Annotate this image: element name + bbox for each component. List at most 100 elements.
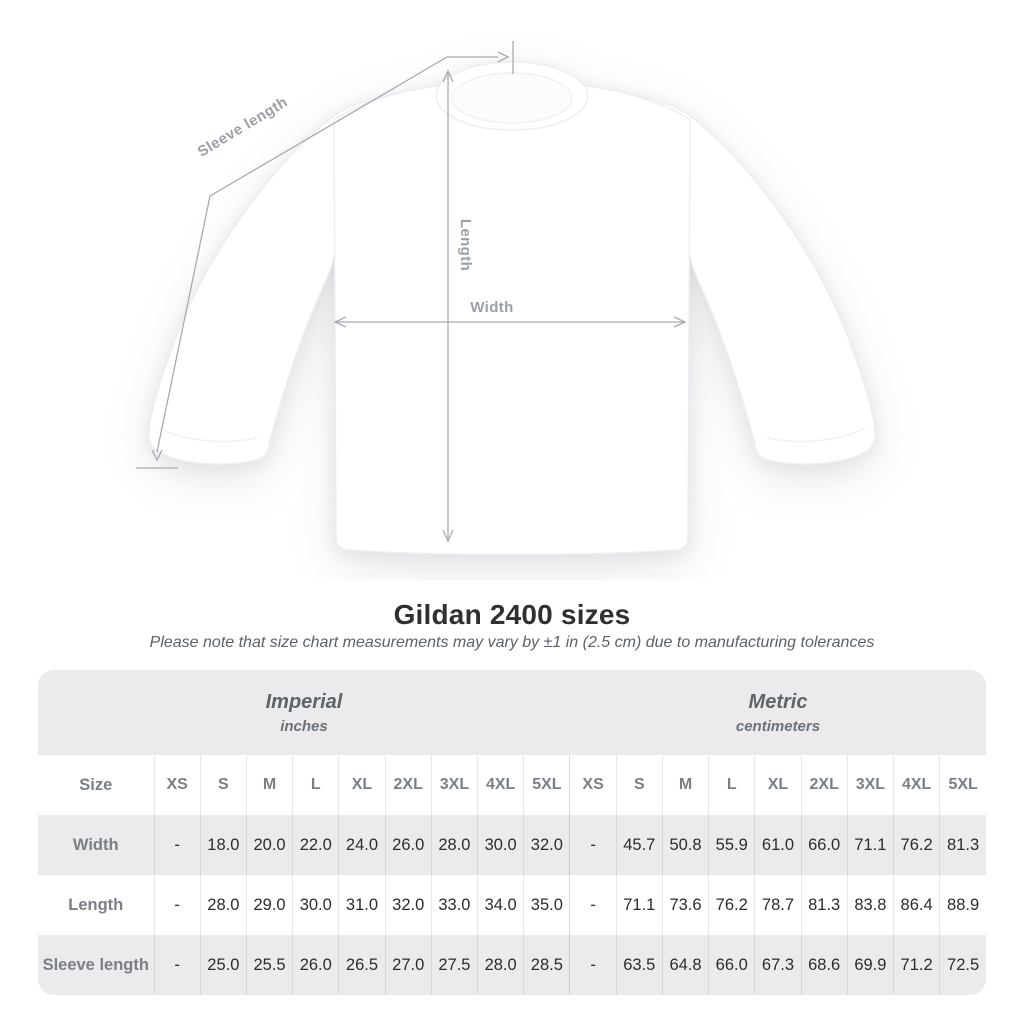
width-label: Width [470,299,514,316]
value-cell: 33.0 [430,875,478,935]
size-header-metric-3xl: 3XL [846,755,894,815]
size-chart-table: Imperial inches Metric centimeters Size … [38,670,986,995]
value-cell: 32.0 [384,875,432,935]
value-cell: 67.3 [754,935,802,995]
value-cell: - [153,875,201,935]
size-header-metric-4xl: 4XL [892,755,940,815]
size-header-imperial-l: L [292,755,339,815]
size-header-imperial-5xl: 5XL [523,755,570,815]
size-header-imperial-4xl: 4XL [477,755,524,815]
right-cuff-seam [765,427,866,443]
size-header-metric-s: S [615,755,663,815]
size-header-imperial-m: M [245,755,293,815]
row-label: Width [38,815,154,875]
imperial-unit-label: inches [280,718,328,735]
metric-label: Metric [748,691,808,713]
value-cell: 26.5 [338,935,386,995]
value-cell: 25.5 [245,935,293,995]
value-cell: 27.0 [384,935,432,995]
value-cell: 28.0 [477,935,524,995]
size-header-row: Size XS S M L XL 2XL 3XL 4XL 5XL XS S M L XL 2XL 3XL 4XL… [38,755,986,815]
value-cell: - [153,815,201,875]
length-arrow-down [442,529,454,543]
value-cell: 83.8 [846,875,894,935]
shirt-right-sleeve [566,83,876,465]
shirt-body [333,83,691,556]
row-label: Sleeve length [38,935,154,995]
width-arrow-right [673,316,687,328]
value-cell: 50.8 [661,815,709,875]
shirt-illustration: Sleeve length Length Width [136,41,876,556]
table-row-length: Length -28.0 29.0 30.0 31.0 32.0 33.0 34.0 35.0-… [38,875,986,935]
value-cell: 35.0 [523,875,570,935]
left-cuff-seam [158,427,259,443]
value-cell: 66.0 [800,815,848,875]
value-cell: 45.7 [615,815,663,875]
size-header-metric-5xl: 5XL [939,755,986,815]
imperial-label: Imperial [265,691,343,713]
value-cell: 81.3 [800,875,848,935]
value-cell: 30.0 [292,875,339,935]
value-cell: - [569,875,617,935]
value-cell: 64.8 [661,935,709,995]
value-cell: 61.0 [754,815,802,875]
sleeve-measure-line [156,56,498,453]
page-subtitle: Please note that size chart measurements… [149,634,875,651]
value-cell: 88.9 [939,875,986,935]
size-header-metric-l: L [708,755,755,815]
value-cell: 29.0 [245,875,293,935]
size-chart: Imperial inches Metric centimeters Size … [38,670,986,995]
value-cell: 86.4 [892,875,940,935]
value-cell: 63.5 [615,935,663,995]
size-column-header: Size [38,755,154,815]
value-cell: 66.0 [708,935,755,995]
value-cell: 20.0 [245,815,293,875]
value-cell: 71.1 [846,815,894,875]
size-header-metric-xs: XS [569,755,617,815]
value-cell: 71.2 [892,935,940,995]
value-cell: 28.5 [523,935,570,995]
size-header-metric-xl: XL [754,755,802,815]
sleeve-measure-arrow-down [151,449,163,462]
value-cell: 22.0 [292,815,339,875]
metric-group-header: Metric centimeters [569,670,986,755]
size-header-imperial-3xl: 3XL [430,755,478,815]
size-header-imperial-xs: XS [153,755,201,815]
value-cell: 55.9 [708,815,755,875]
value-cell: 26.0 [384,815,432,875]
value-cell: 72.5 [939,935,986,995]
value-cell: 69.9 [846,935,894,995]
value-cell: 25.0 [199,935,247,995]
row-label: Length [38,875,154,935]
size-header-imperial-2xl: 2XL [384,755,432,815]
value-cell: 81.3 [939,815,986,875]
value-cell: 76.2 [892,815,940,875]
value-cell: 28.0 [199,875,247,935]
value-cell: 28.0 [430,815,478,875]
value-cell: 18.0 [199,815,247,875]
page-title: Gildan 2400 sizes [393,599,631,630]
value-cell: 30.0 [477,815,524,875]
length-label: Length [457,219,474,271]
value-cell: 34.0 [477,875,524,935]
value-cell: 76.2 [708,875,755,935]
width-arrow-left [333,316,347,328]
value-cell: 31.0 [338,875,386,935]
table-row-sleeve-length: Sleeve length -25.0 25.5 26.0 26.5 27.0 27.5 28… [38,935,986,995]
sleeve-length-label: Sleeve length [195,94,291,161]
value-cell: 24.0 [338,815,386,875]
value-cell: 27.5 [430,935,478,995]
value-cell: 78.7 [754,875,802,935]
value-cell: 32.0 [523,815,570,875]
sleeve-measure-arrow-right [497,51,510,63]
collar-opening [451,72,573,124]
size-header-imperial-s: S [199,755,247,815]
value-cell: 68.6 [800,935,848,995]
long-sleeve-shirt [148,61,876,556]
value-cell: 26.0 [292,935,339,995]
value-cell: 73.6 [661,875,709,935]
unit-header-row: Imperial inches Metric centimeters [38,670,986,755]
value-cell: - [153,935,201,995]
size-header-imperial-xl: XL [338,755,386,815]
metric-unit-label: centimeters [735,718,821,735]
